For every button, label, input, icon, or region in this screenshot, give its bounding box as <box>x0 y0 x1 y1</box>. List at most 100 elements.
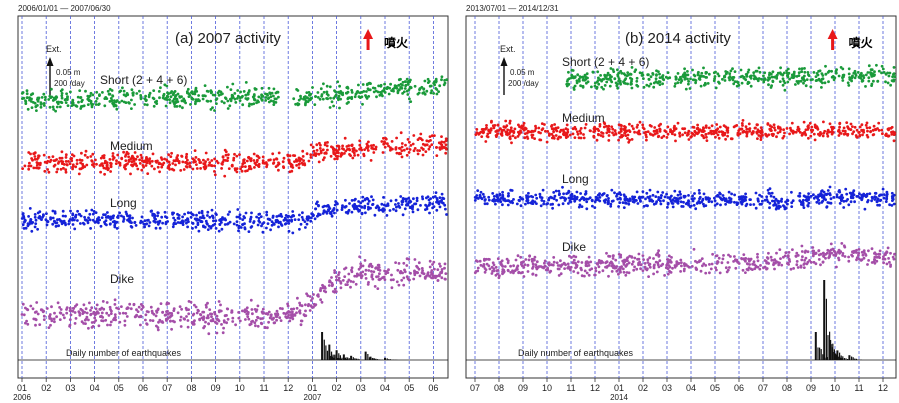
data-point <box>392 278 395 282</box>
data-point <box>834 71 838 75</box>
data-point <box>800 258 804 262</box>
data-point <box>687 80 690 83</box>
data-point <box>426 271 430 274</box>
data-point <box>679 192 682 196</box>
data-point <box>35 310 38 314</box>
data-point <box>195 167 199 170</box>
data-point <box>828 185 832 189</box>
data-point <box>257 95 261 99</box>
data-point <box>267 310 271 314</box>
data-point <box>674 82 677 85</box>
data-point <box>220 162 224 166</box>
data-point <box>600 79 603 83</box>
data-point <box>501 272 504 276</box>
data-point <box>191 157 195 161</box>
data-point <box>687 194 690 197</box>
earthquake-bar <box>332 354 334 360</box>
data-point <box>781 77 785 81</box>
earthquake-bar <box>330 351 333 360</box>
data-point <box>747 122 751 126</box>
data-point <box>658 76 662 79</box>
data-point <box>821 134 825 138</box>
data-point <box>786 67 790 71</box>
data-point <box>552 191 556 194</box>
data-point <box>431 202 434 206</box>
data-point <box>83 310 87 314</box>
data-point <box>539 204 543 208</box>
data-point <box>329 154 333 158</box>
data-point <box>717 136 721 140</box>
data-point <box>439 264 442 268</box>
data-point <box>184 156 188 160</box>
data-point <box>211 214 215 218</box>
data-point <box>65 163 69 166</box>
data-point <box>172 168 176 172</box>
data-point <box>54 109 57 113</box>
data-point <box>108 158 112 161</box>
data-point <box>575 79 579 83</box>
data-point <box>639 267 642 271</box>
data-point <box>533 129 537 133</box>
data-point <box>284 214 288 217</box>
data-point <box>91 103 95 106</box>
data-point <box>71 216 75 220</box>
data-point <box>319 87 323 91</box>
data-point <box>797 194 800 198</box>
data-point <box>759 126 763 129</box>
data-point <box>156 222 160 226</box>
data-point <box>554 189 558 193</box>
data-point <box>504 130 508 134</box>
data-point <box>297 166 301 170</box>
data-point <box>511 134 515 138</box>
data-point <box>139 323 142 327</box>
data-point <box>244 97 248 100</box>
data-point <box>860 74 863 78</box>
data-point <box>414 202 418 206</box>
data-point <box>60 156 64 160</box>
data-point <box>196 221 200 225</box>
data-point <box>156 211 160 215</box>
data-point <box>362 152 366 156</box>
data-point <box>165 310 168 313</box>
data-point <box>690 131 694 135</box>
data-point <box>849 128 853 132</box>
data-point <box>169 319 172 323</box>
data-point <box>802 206 806 210</box>
data-point <box>867 79 871 83</box>
data-point <box>864 123 868 127</box>
data-point <box>217 229 221 233</box>
data-point <box>732 82 736 86</box>
data-point <box>279 212 283 216</box>
data-point <box>91 93 95 97</box>
data-point <box>410 206 413 210</box>
data-point <box>758 202 762 206</box>
data-point <box>238 213 242 217</box>
data-point <box>678 190 682 194</box>
data-point <box>55 158 58 161</box>
data-point <box>810 125 814 129</box>
data-point <box>509 271 513 274</box>
data-point <box>90 160 94 163</box>
data-point <box>349 154 352 158</box>
data-point <box>365 142 369 146</box>
data-point <box>616 86 620 90</box>
data-point <box>547 198 551 202</box>
data-point <box>661 76 664 80</box>
data-point <box>431 195 435 199</box>
data-point <box>88 94 92 98</box>
data-point <box>397 262 401 265</box>
data-point <box>527 258 531 262</box>
data-point <box>99 170 102 174</box>
data-point <box>83 215 86 219</box>
data-point <box>290 307 293 311</box>
data-point <box>419 137 423 141</box>
data-point <box>693 192 696 195</box>
data-point <box>845 121 849 124</box>
data-point <box>651 193 655 197</box>
data-point <box>829 201 833 205</box>
data-point <box>764 132 767 136</box>
data-point <box>89 309 92 312</box>
data-point <box>509 200 512 204</box>
data-point <box>494 273 498 277</box>
data-point <box>178 104 182 108</box>
